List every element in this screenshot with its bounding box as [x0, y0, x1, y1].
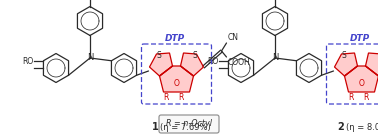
- Text: R: R: [348, 93, 353, 102]
- Text: S: S: [341, 52, 346, 60]
- Text: R: R: [163, 93, 169, 102]
- Text: RO: RO: [22, 57, 33, 66]
- Polygon shape: [335, 53, 358, 76]
- Text: CN: CN: [228, 33, 239, 42]
- Text: N: N: [87, 54, 93, 63]
- Text: S: S: [377, 52, 378, 60]
- Text: COOH: COOH: [228, 58, 250, 67]
- Polygon shape: [366, 53, 378, 76]
- Text: 1: 1: [152, 122, 158, 132]
- Text: S: S: [192, 52, 197, 60]
- Polygon shape: [181, 53, 203, 76]
- Polygon shape: [160, 66, 194, 92]
- Polygon shape: [150, 53, 172, 76]
- Text: O: O: [174, 79, 180, 87]
- FancyBboxPatch shape: [159, 115, 219, 133]
- Text: (η = 7.69%): (η = 7.69%): [161, 122, 211, 131]
- Text: 2: 2: [337, 122, 344, 132]
- Text: DTP: DTP: [349, 34, 370, 43]
- Polygon shape: [344, 66, 378, 92]
- Text: (η = 8.09%): (η = 8.09%): [345, 122, 378, 131]
- Text: RO: RO: [207, 57, 218, 66]
- Text: O: O: [359, 79, 364, 87]
- Text: R = n-Octyl: R = n-Octyl: [166, 120, 212, 128]
- Text: S: S: [156, 52, 161, 60]
- Text: DTP: DTP: [164, 34, 184, 43]
- Text: N: N: [272, 54, 278, 63]
- Text: R: R: [364, 93, 369, 102]
- Text: R: R: [178, 93, 184, 102]
